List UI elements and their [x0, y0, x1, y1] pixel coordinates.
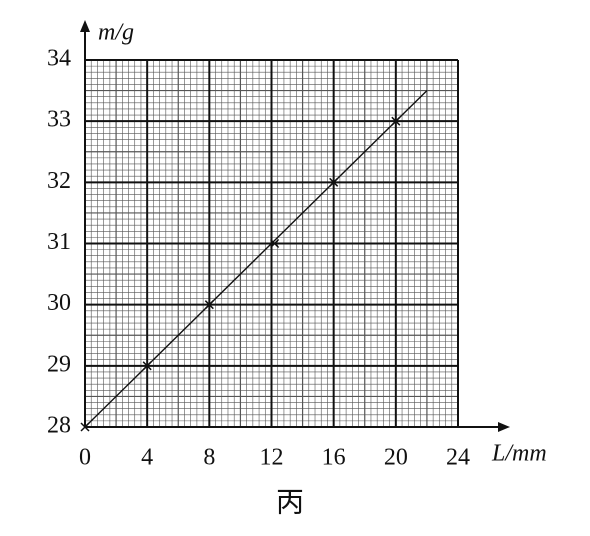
- y-tick-label: 30: [47, 290, 71, 316]
- x-tick-label: 8: [203, 445, 215, 471]
- y-tick-label: 34: [47, 46, 71, 72]
- caption: 丙: [276, 487, 304, 518]
- fit-line: [84, 90, 428, 428]
- x-axis-label: L/mm: [491, 441, 547, 467]
- y-tick-label: 29: [47, 351, 71, 377]
- data-point: [329, 177, 339, 187]
- x-tick-label: 24: [446, 445, 470, 471]
- x-tick-label: 0: [79, 445, 91, 471]
- x-tick-label: 20: [384, 445, 408, 471]
- y-axis-label: m/g: [98, 20, 134, 46]
- y-tick-label: 32: [47, 168, 71, 194]
- data-point: [270, 238, 280, 249]
- y-tick-label: 31: [47, 229, 71, 255]
- y-tick-label: 33: [47, 107, 71, 133]
- data-point: [142, 361, 152, 371]
- x-tick-label: 12: [260, 445, 284, 471]
- x-tick-label: 4: [141, 445, 153, 471]
- x-axis-arrow: [498, 422, 510, 432]
- x-tick-label: 16: [322, 445, 346, 471]
- y-tick-label: 28: [47, 413, 71, 439]
- data-point: [391, 116, 401, 126]
- data-point: [80, 422, 90, 432]
- data-point: [204, 300, 214, 310]
- y-axis-arrow: [80, 20, 90, 32]
